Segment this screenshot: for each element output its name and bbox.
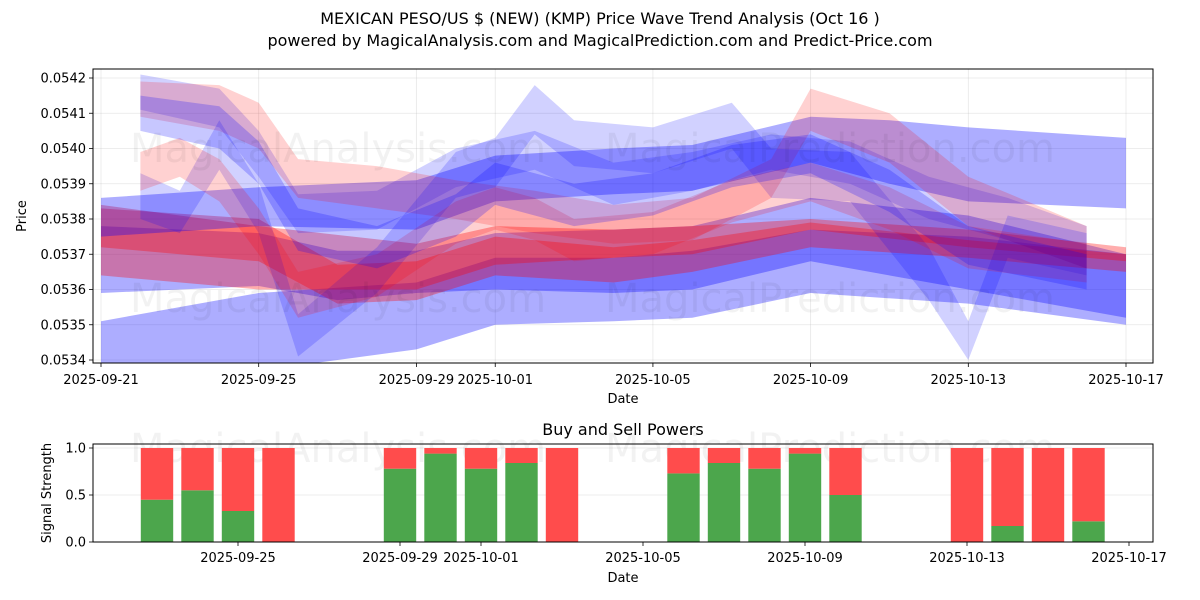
y-axis-label: Price bbox=[15, 200, 30, 232]
buy-bar bbox=[788, 453, 822, 542]
x-tick-label: 2025-10-09 bbox=[767, 551, 843, 566]
x-axis-ticks: 2025-09-25 2025-09-29 2025-10-01 2025-10-05… bbox=[200, 542, 1167, 566]
wave-blue-4-band bbox=[140, 85, 1087, 360]
watermark-1: MagicalAnalysis.com bbox=[130, 126, 546, 172]
x-tick-label: 2025-10-01 bbox=[457, 373, 533, 388]
y-tick-label: 1.0 bbox=[65, 442, 86, 457]
wave-red-1-band bbox=[101, 204, 1126, 290]
x-tick-label: 2025-10-01 bbox=[443, 551, 519, 566]
y-tick-label: 0.0537 bbox=[41, 248, 87, 263]
sell-bar bbox=[262, 448, 295, 542]
buy-bar bbox=[221, 511, 255, 542]
x-tick-label: 2025-09-25 bbox=[200, 551, 276, 566]
buy-bar bbox=[829, 495, 862, 542]
y-tick-label: 0.5 bbox=[65, 489, 86, 504]
y-tick-label: 0.0539 bbox=[41, 177, 87, 192]
x-axis-label: Date bbox=[607, 571, 638, 586]
sell-bar bbox=[464, 448, 498, 469]
watermark-3: MagicalAnalysis.com bbox=[130, 276, 546, 322]
buy-bar bbox=[181, 490, 214, 542]
buy-bar bbox=[1072, 521, 1105, 542]
panel-title: Buy and Sell Powers bbox=[542, 420, 704, 439]
x-tick-label: 2025-09-29 bbox=[362, 551, 438, 566]
y-axis-ticks: 0.0534 0.0535 0.0536 0.0537 0.0538 0.0539 0.05… bbox=[41, 72, 93, 369]
wave-red-3-band bbox=[140, 81, 1087, 269]
sell-bar bbox=[829, 448, 862, 495]
y-axis-label: Signal Strength bbox=[40, 443, 55, 543]
sell-bar bbox=[950, 448, 984, 542]
sell-bar bbox=[1072, 448, 1105, 522]
sell-bar bbox=[748, 448, 781, 469]
plot-frame bbox=[92, 68, 1154, 364]
sell-bar bbox=[221, 448, 255, 511]
x-tick-label: 2025-09-29 bbox=[379, 373, 455, 388]
sell-bar bbox=[505, 448, 538, 463]
plot-frame bbox=[92, 443, 1154, 543]
buy-bar bbox=[424, 453, 457, 542]
sell-bar bbox=[545, 448, 579, 542]
buy-bar bbox=[383, 468, 417, 542]
y-tick-label: 0.0540 bbox=[41, 142, 87, 157]
sell-bar bbox=[424, 448, 457, 454]
x-tick-label: 2025-10-17 bbox=[1088, 373, 1164, 388]
grid bbox=[93, 69, 1153, 363]
sell-bar bbox=[991, 448, 1024, 526]
buy-sell-panel: Buy and Sell Powers MagicalAnalysis.com … bbox=[40, 420, 1167, 586]
wave-red-4-band bbox=[140, 137, 1087, 318]
wave-purple-1-band bbox=[101, 197, 1126, 318]
y-tick-label: 0.0534 bbox=[41, 354, 87, 369]
x-tick-label: 2025-10-05 bbox=[615, 373, 691, 388]
y-tick-label: 0.0541 bbox=[41, 107, 87, 122]
wave-red-2-band bbox=[101, 208, 1126, 304]
buy-bar bbox=[140, 499, 174, 542]
wave-bands bbox=[101, 74, 1126, 363]
bars bbox=[140, 448, 1105, 542]
y-axis-ticks: 0.0 0.5 1.0 bbox=[65, 442, 93, 551]
buy-bar bbox=[748, 468, 781, 542]
wave-blue-1-band bbox=[101, 229, 1126, 363]
sell-bar bbox=[181, 448, 214, 491]
x-tick-label: 2025-10-09 bbox=[773, 373, 849, 388]
sell-bar bbox=[140, 448, 174, 500]
chart-title: MEXICAN PESO/US $ (NEW) (KMP) Price Wave… bbox=[320, 9, 880, 28]
x-tick-label: 2025-10-17 bbox=[1091, 551, 1167, 566]
buy-bar bbox=[667, 473, 700, 542]
watermark-4: MagicalPrediction.com bbox=[605, 276, 1055, 322]
sell-bar bbox=[1031, 448, 1065, 542]
x-tick-label: 2025-10-13 bbox=[931, 373, 1007, 388]
buy-bar bbox=[991, 526, 1024, 542]
buy-bar bbox=[464, 468, 498, 542]
sell-bar bbox=[383, 448, 417, 469]
x-tick-label: 2025-10-05 bbox=[605, 551, 681, 566]
buy-bar bbox=[505, 463, 538, 542]
y-tick-label: 0.0536 bbox=[41, 283, 87, 298]
plot-area bbox=[93, 69, 1153, 363]
x-tick-label: 2025-09-25 bbox=[221, 373, 297, 388]
price-wave-panel: MagicalAnalysis.com MagicalPrediction.co… bbox=[15, 68, 1164, 407]
x-tick-label: 2025-10-13 bbox=[929, 551, 1005, 566]
y-tick-label: 0.0 bbox=[65, 536, 86, 551]
y-tick-label: 0.0542 bbox=[41, 72, 87, 87]
wave-blue-2-band bbox=[101, 116, 1126, 237]
y-tick-label: 0.0538 bbox=[41, 213, 87, 228]
wave-blue-3-band bbox=[140, 74, 1087, 269]
x-axis-label: Date bbox=[607, 392, 638, 407]
y-tick-label: 0.0535 bbox=[41, 318, 87, 333]
watermark-2: MagicalPrediction.com bbox=[605, 126, 1055, 172]
sell-bar bbox=[667, 448, 700, 474]
chart-subtitle: powered by MagicalAnalysis.com and Magic… bbox=[267, 31, 933, 50]
sell-bar bbox=[788, 448, 822, 454]
sell-bar bbox=[707, 448, 741, 463]
buy-bar bbox=[707, 463, 741, 542]
wave-purple-2-band bbox=[140, 95, 1087, 290]
x-axis-ticks: 2025-09-21 2025-09-25 2025-09-29 2025-10-01… bbox=[63, 363, 1164, 388]
x-tick-label: 2025-09-21 bbox=[63, 373, 139, 388]
